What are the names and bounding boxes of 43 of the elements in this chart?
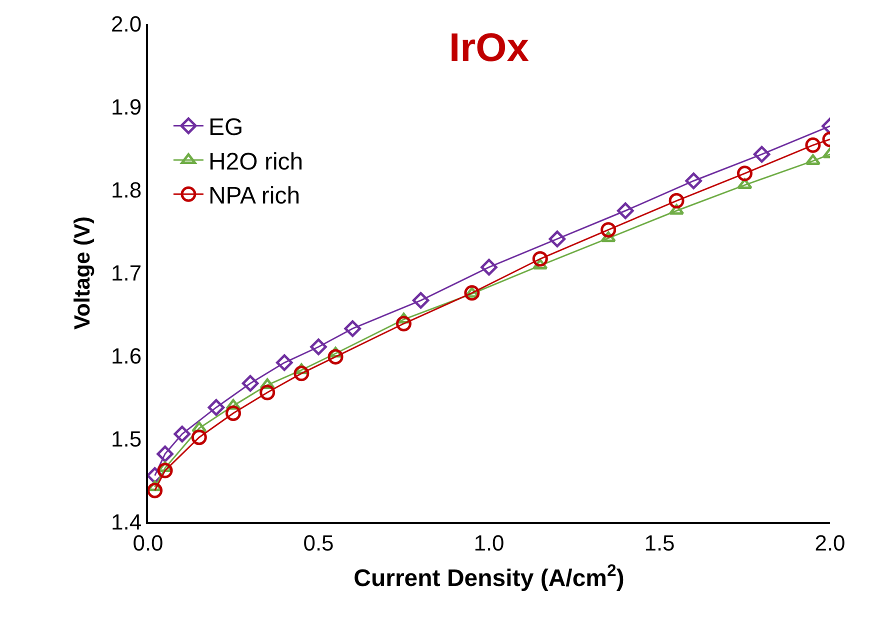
point (260, 384, 276, 400)
point (208, 399, 225, 416)
chart-title: IrOx (449, 26, 530, 70)
point (668, 193, 684, 209)
point (148, 482, 163, 498)
point (805, 137, 821, 153)
point (156, 446, 174, 462)
point (737, 166, 752, 182)
legend-label: H2O rich (208, 148, 304, 176)
point (480, 258, 498, 276)
legend-label: NPA rich (208, 182, 300, 210)
point (242, 374, 259, 392)
legend-label: EG (208, 114, 244, 142)
point (294, 366, 310, 382)
point (226, 406, 241, 422)
point (174, 426, 190, 442)
x-tick-label: 1.0 (474, 530, 504, 556)
point (548, 230, 566, 248)
y-tick-label: 1.5 (111, 426, 142, 452)
point (328, 349, 344, 365)
point (310, 338, 327, 356)
point (344, 320, 361, 338)
point (617, 202, 634, 220)
y-tick-label: 1.9 (111, 94, 142, 120)
point (532, 251, 548, 267)
y-tick-label: 1.8 (111, 178, 142, 203)
point (412, 292, 430, 309)
y-tick-label: 2.0 (111, 12, 142, 37)
point (464, 285, 480, 301)
point (396, 316, 412, 332)
y-tick-label: 1.6 (111, 344, 142, 369)
x-tick-label: 1.5 (644, 530, 675, 556)
point (157, 462, 173, 478)
point (753, 146, 770, 163)
x-axis-title: Current Density (A/cm$^{2}$) (354, 561, 624, 592)
x-tick-label: 0.5 (303, 530, 334, 556)
point (685, 172, 702, 190)
point (600, 222, 616, 238)
point (191, 430, 207, 446)
y-axis-title: Voltage (V) (69, 216, 94, 330)
x-tick-label: 2.0 (814, 530, 846, 556)
y-tick-label: 1.7 (111, 260, 142, 286)
point (276, 354, 293, 372)
